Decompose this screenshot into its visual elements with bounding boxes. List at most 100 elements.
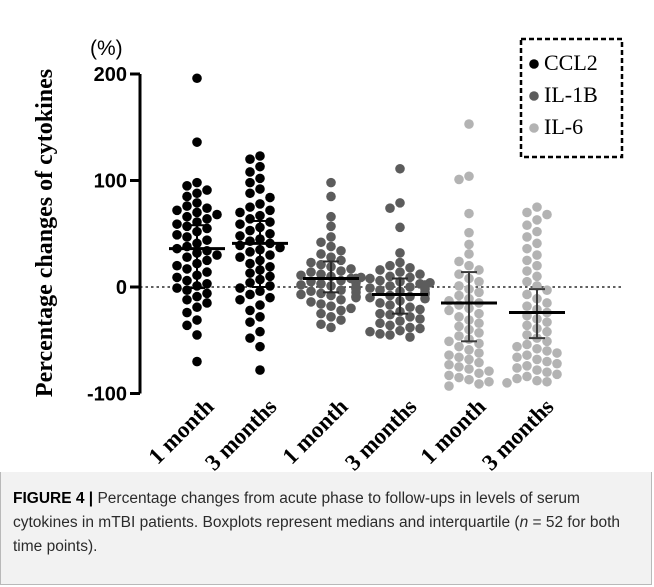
data-point: [306, 267, 316, 277]
data-point: [454, 290, 464, 301]
y-tick-label: -100: [87, 384, 127, 406]
data-point: [552, 348, 562, 358]
data-point: [444, 350, 454, 360]
data-point: [182, 320, 192, 331]
data-point: [405, 302, 415, 313]
data-point: [192, 73, 202, 84]
data-point: [405, 332, 415, 342]
data-point: [212, 250, 222, 260]
y-axis: 200 100 0 -100: [87, 64, 142, 406]
data-point: [385, 260, 395, 271]
data-point: [192, 177, 202, 188]
data-point: [552, 358, 562, 369]
data-point: [326, 322, 336, 333]
data-point: [454, 321, 464, 332]
data-point: [182, 211, 192, 222]
data-point: [454, 281, 464, 291]
data-point: [522, 361, 532, 371]
data-point: [375, 298, 385, 308]
data-point: [202, 298, 212, 308]
y-tick-label: 100: [94, 171, 127, 193]
data-point: [265, 292, 275, 303]
data-point: [326, 312, 336, 322]
caption-n-symbol: n: [519, 514, 529, 531]
data-point: [182, 232, 192, 242]
data-point: [182, 307, 192, 318]
data-point: [235, 207, 245, 218]
data-point: [532, 365, 542, 375]
data-point: [474, 357, 484, 368]
data-point: [202, 185, 212, 195]
data-point: [245, 258, 255, 269]
data-point: [255, 173, 265, 184]
data-point: [336, 294, 346, 305]
data-point: [464, 354, 474, 365]
data-point: [182, 201, 192, 211]
data-point: [255, 151, 265, 161]
data-point: [202, 255, 212, 266]
data-point: [326, 301, 336, 311]
data-point: [474, 368, 484, 379]
data-point: [172, 205, 182, 216]
data-point: [212, 209, 222, 220]
data-point: [395, 163, 405, 174]
data-point: [306, 286, 316, 297]
data-point: [484, 376, 494, 387]
data-point: [235, 219, 245, 229]
data-point: [326, 211, 336, 222]
data-point: [484, 366, 494, 376]
data-point: [265, 228, 275, 239]
data-point: [346, 303, 356, 314]
data-point: [182, 264, 192, 274]
data-point: [182, 252, 192, 262]
data-point: [405, 282, 415, 292]
data-point: [542, 326, 552, 337]
y-tick-label: 0: [116, 277, 127, 299]
data-point: [474, 327, 484, 338]
data-point: [502, 378, 512, 388]
data-point: [444, 381, 454, 391]
data-point: [316, 237, 326, 248]
data-point: [405, 272, 415, 283]
data-point: [265, 271, 275, 282]
data-point: [552, 369, 562, 380]
data-point: [395, 316, 405, 326]
data-point: [522, 266, 532, 276]
data-point: [306, 257, 316, 268]
data-point: [306, 297, 316, 307]
data-point: [365, 273, 375, 284]
data-point: [316, 269, 326, 280]
legend-marker: [529, 123, 539, 133]
data-point: [192, 291, 202, 302]
data-point: [454, 269, 464, 280]
data-point: [316, 299, 326, 309]
data-point: [464, 227, 474, 238]
caption-text-part-1: Percentage changes from acute phase to f…: [13, 490, 580, 531]
data-point: [512, 341, 522, 352]
data-point: [532, 375, 542, 386]
data-point: [522, 301, 532, 311]
data-point: [395, 198, 405, 208]
data-point: [245, 167, 255, 177]
data-point: [182, 181, 192, 191]
data-point: [474, 338, 484, 349]
data-point: [444, 359, 454, 370]
data-point: [532, 226, 542, 237]
legend-label: IL-6: [544, 114, 583, 139]
data-point: [454, 352, 464, 363]
data-point: [245, 317, 255, 327]
data-point: [172, 272, 182, 283]
data-point: [454, 312, 464, 322]
data-point: [542, 367, 552, 378]
data-point: [235, 252, 245, 262]
data-point: [192, 207, 202, 218]
data-point: [542, 376, 552, 387]
data-point: [316, 308, 326, 319]
caption-box: [0, 472, 652, 585]
data-point: [522, 232, 532, 242]
legend-label: IL-1B: [544, 82, 598, 107]
data-point: [454, 341, 464, 352]
data-point: [532, 354, 542, 365]
data-point: [296, 280, 306, 290]
